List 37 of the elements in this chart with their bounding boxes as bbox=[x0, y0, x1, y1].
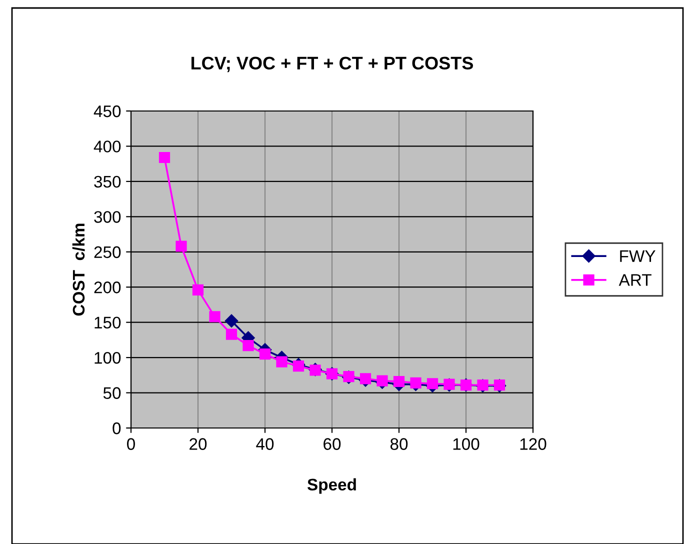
point bbox=[192, 284, 204, 296]
point bbox=[242, 340, 254, 352]
y-tick-label: 250 bbox=[94, 246, 121, 258]
point bbox=[426, 378, 438, 390]
point bbox=[226, 328, 238, 340]
point bbox=[158, 152, 170, 164]
legend-label: FWY bbox=[620, 250, 656, 262]
point bbox=[209, 311, 220, 322]
y-axis-title: COST c/km bbox=[72, 224, 85, 316]
x-tick-label: 0 bbox=[127, 438, 135, 450]
x-tick-label: 100 bbox=[453, 438, 480, 450]
x-tick-label: 40 bbox=[256, 438, 274, 450]
point bbox=[276, 356, 288, 368]
x-axis-title: Speed bbox=[307, 478, 356, 494]
x-tick-label: 20 bbox=[190, 438, 207, 450]
legend-label: ART bbox=[618, 274, 652, 286]
point bbox=[292, 360, 304, 372]
point bbox=[393, 376, 405, 388]
y-tick-label: 400 bbox=[94, 140, 121, 152]
point bbox=[360, 373, 372, 384]
point bbox=[259, 348, 271, 360]
point bbox=[224, 314, 238, 328]
y-tick-label: 0 bbox=[112, 422, 121, 434]
x-tick-label: 120 bbox=[520, 438, 546, 450]
y-tick-label: 300 bbox=[94, 211, 121, 223]
y-tick-label: 200 bbox=[94, 282, 121, 294]
chart-title: LCV; VOC + FT + CT + PT COSTS bbox=[192, 56, 474, 72]
y-tick-label: 150 bbox=[94, 316, 121, 329]
x-tick-label: 60 bbox=[324, 438, 341, 450]
x-tick-label: 80 bbox=[390, 438, 408, 450]
y-tick-label: 100 bbox=[94, 352, 121, 364]
y-tick-label: 50 bbox=[103, 387, 121, 399]
point bbox=[176, 240, 187, 252]
y-tick-label: 350 bbox=[94, 176, 121, 188]
point bbox=[376, 375, 388, 386]
point bbox=[410, 377, 422, 388]
y-tick-label: 450 bbox=[94, 105, 121, 118]
